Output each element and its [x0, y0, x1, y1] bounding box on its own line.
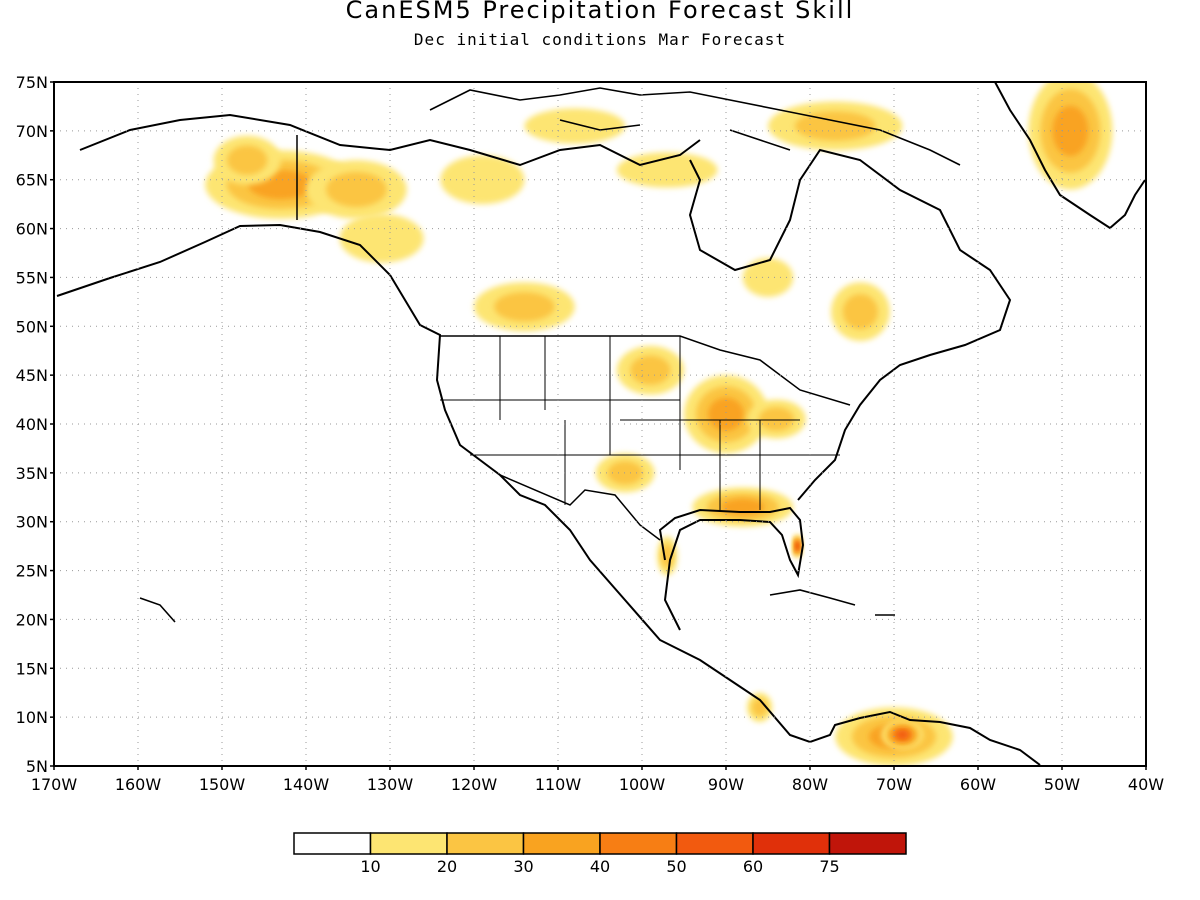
colorbar-swatch	[522, 832, 601, 855]
skill-region	[524, 108, 626, 144]
north-america-coastline	[56, 223, 1041, 766]
lon-tick-label: 170W	[31, 775, 78, 794]
skill-region	[708, 397, 744, 431]
us-canada-border	[440, 335, 851, 406]
lon-tick-label: 140W	[283, 775, 330, 794]
lat-tick-label: 10N	[16, 708, 48, 727]
colorbar-swatch	[446, 832, 525, 855]
lon-tick-label: 70W	[876, 775, 912, 794]
skill-region	[227, 145, 268, 175]
lat-tick-label: 15N	[16, 659, 48, 678]
skill-region	[630, 355, 671, 385]
longitude-labels: 170W 160W 150W 140W 130W 120W 110W 100W 90W 80W 70…	[31, 766, 1164, 794]
lon-tick-label: 130W	[367, 775, 414, 794]
lat-tick-label: 70N	[16, 122, 48, 141]
lat-tick-label: 45N	[16, 366, 48, 385]
lon-tick-label: 90W	[708, 775, 744, 794]
skill-region	[339, 213, 424, 263]
map-subtitle: Dec initial conditions Mar Forecast	[413, 30, 787, 49]
skill-region	[494, 292, 555, 322]
colorbar-swatch	[293, 832, 372, 855]
lat-tick-label: 35N	[16, 464, 48, 483]
colorbar-swatch	[369, 832, 448, 855]
skill-region	[326, 171, 387, 208]
lat-tick-label: 40N	[16, 415, 48, 434]
latitude-labels: 75N 70N 65N 60N 55N 50N 45N 40N 35N 30N 25N 20N 15N 1…	[16, 73, 54, 776]
lat-tick-label: 25N	[16, 562, 48, 581]
skill-region	[607, 461, 643, 485]
skill-region	[896, 730, 909, 739]
lat-tick-label: 60N	[16, 220, 48, 239]
skill-region	[752, 698, 768, 717]
lon-tick-label: 160W	[115, 775, 162, 794]
skill-region	[794, 111, 876, 141]
lon-tick-label: 120W	[451, 775, 498, 794]
lat-tick-label: 20N	[16, 610, 48, 629]
skill-region	[842, 294, 879, 330]
colorbar-label: 30	[513, 857, 533, 876]
skill-region	[796, 543, 799, 549]
lat-tick-label: 65N	[16, 171, 48, 190]
lon-tick-label: 80W	[792, 775, 828, 794]
lon-tick-label: 60W	[960, 775, 996, 794]
colorbar-swatch	[675, 832, 754, 855]
lon-tick-label: 100W	[619, 775, 666, 794]
lon-tick-label: 110W	[535, 775, 582, 794]
lon-tick-label: 50W	[1044, 775, 1080, 794]
arctic-coastline	[79, 113, 701, 167]
skill-region	[1052, 105, 1089, 156]
lat-tick-label: 30N	[16, 513, 48, 532]
colorbar-label: 50	[666, 857, 686, 876]
arctic-islands	[429, 87, 961, 166]
colorbar: 10 20 30 40 50 60 75	[293, 832, 907, 876]
lat-tick-label: 5N	[26, 757, 48, 776]
map-title: CanESM5 Precipitation Forecast Skill	[345, 0, 855, 24]
lon-tick-label: 150W	[199, 775, 246, 794]
state-borders	[440, 336, 840, 510]
lat-tick-label: 75N	[16, 73, 48, 92]
colorbar-label: 20	[437, 857, 457, 876]
colorbar-label: 40	[590, 857, 610, 876]
lon-tick-label: 40W	[1128, 775, 1164, 794]
lat-tick-label: 55N	[16, 268, 48, 287]
skill-region	[440, 155, 525, 205]
caribbean-islands	[139, 589, 895, 623]
colorbar-swatch	[599, 832, 678, 855]
colorbar-swatch	[752, 832, 831, 855]
colorbar-label: 10	[360, 857, 380, 876]
gulf-coastline	[658, 506, 805, 631]
colorbar-swatch	[828, 832, 907, 855]
colorbar-label: 60	[743, 857, 763, 876]
greenland-coastline	[994, 82, 1146, 230]
atlantic-coastline	[688, 148, 1012, 501]
skill-region	[758, 407, 795, 431]
us-mexico-border	[499, 474, 661, 541]
gridlines	[54, 82, 1146, 766]
coastlines	[56, 82, 1146, 766]
lat-tick-label: 50N	[16, 317, 48, 336]
colorbar-label: 75	[819, 857, 839, 876]
